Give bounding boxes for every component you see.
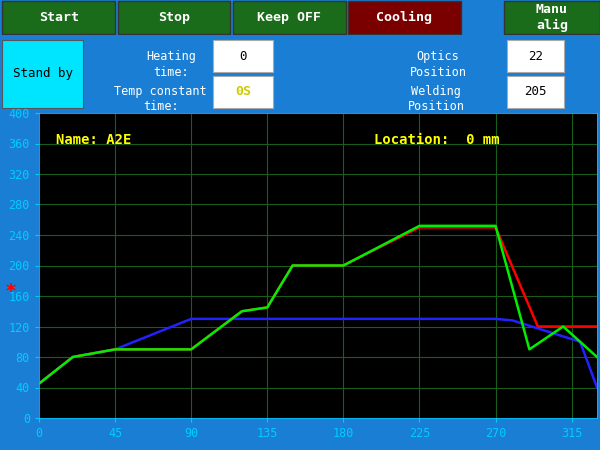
Text: Name: A2E: Name: A2E — [56, 133, 131, 147]
FancyBboxPatch shape — [507, 40, 564, 72]
FancyBboxPatch shape — [118, 1, 230, 34]
Text: Cooling: Cooling — [376, 11, 433, 24]
FancyBboxPatch shape — [504, 1, 600, 34]
FancyBboxPatch shape — [233, 1, 346, 34]
Text: time:: time: — [153, 66, 189, 79]
Text: Stop: Stop — [158, 11, 190, 24]
Text: *: * — [5, 282, 16, 301]
FancyBboxPatch shape — [213, 76, 273, 108]
Text: Position: Position — [409, 66, 467, 79]
FancyBboxPatch shape — [507, 76, 564, 108]
Text: 22: 22 — [528, 50, 543, 63]
Text: Position: Position — [408, 100, 465, 113]
Text: 0: 0 — [239, 50, 247, 63]
Text: Welding: Welding — [411, 85, 461, 98]
FancyBboxPatch shape — [2, 1, 115, 34]
FancyBboxPatch shape — [2, 40, 83, 108]
FancyBboxPatch shape — [213, 40, 273, 72]
Text: Location:  0 mm: Location: 0 mm — [374, 133, 499, 147]
Text: Heating: Heating — [146, 50, 196, 63]
Text: Manu
alig: Manu alig — [536, 4, 568, 32]
Text: 205: 205 — [524, 86, 547, 99]
Text: Keep OFF: Keep OFF — [257, 11, 321, 24]
Text: 0S: 0S — [235, 86, 251, 99]
Text: Start: Start — [39, 11, 79, 24]
Text: Optics: Optics — [416, 50, 460, 63]
Text: Temp constant: Temp constant — [115, 85, 207, 98]
Text: time:: time: — [143, 100, 179, 113]
FancyBboxPatch shape — [348, 1, 461, 34]
Text: Stand by: Stand by — [13, 68, 73, 81]
